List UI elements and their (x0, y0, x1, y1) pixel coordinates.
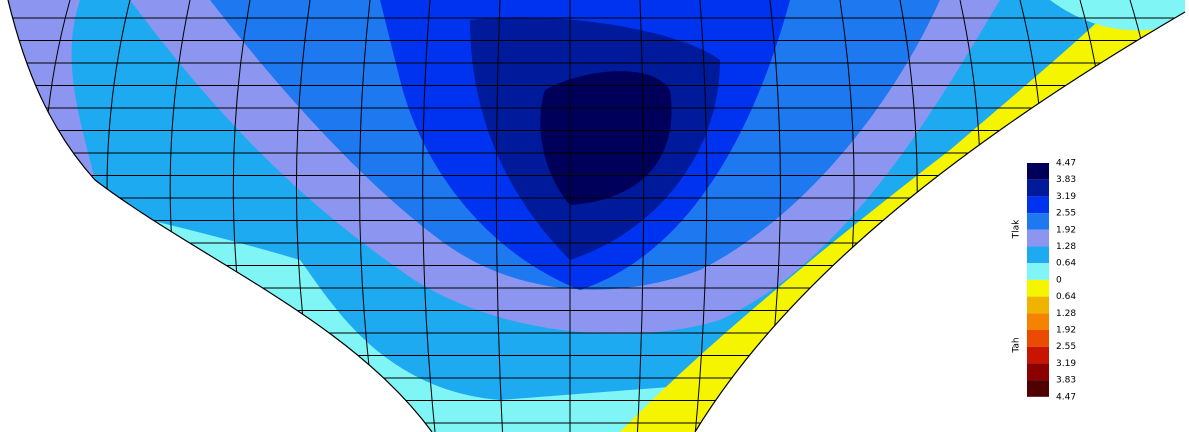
legend: Tlak Tah 4.47 3.83 3.19 2.55 1.92 1.28 0.64 0 0.… (1012, 159, 1077, 403)
mesh-column (422, 0, 436, 432)
legend-swatch (1027, 196, 1049, 214)
legend-swatch (1027, 363, 1049, 381)
legend-lower-label: Tah (1012, 337, 1022, 353)
legend-label: 1.92 (1056, 326, 1076, 336)
legend-label: 1.92 (1056, 225, 1076, 235)
legend-label: 3.83 (1056, 376, 1076, 386)
dam-outline (7, 0, 1186, 432)
legend-swatch (1027, 263, 1049, 280)
legend-label: 3.19 (1056, 359, 1076, 369)
legend-label: 0.64 (1056, 259, 1076, 269)
legend-swatch (1027, 346, 1049, 364)
legend-label: 3.19 (1056, 192, 1076, 202)
legend-swatch (1027, 229, 1049, 247)
legend-label: 2.55 (1056, 209, 1076, 219)
legend-swatch (1027, 279, 1049, 297)
mesh-column (694, 0, 708, 432)
legend-swatch (1027, 313, 1049, 330)
legend-upper-label: Tlak (1012, 219, 1022, 240)
legend-swatch (1027, 330, 1049, 347)
mesh-column (636, 0, 645, 432)
legend-label: 4.47 (1056, 159, 1076, 169)
legend-swatch (1027, 213, 1049, 230)
legend-label: 0 (1056, 275, 1062, 285)
legend-swatch (1027, 163, 1049, 180)
legend-swatch (1027, 179, 1049, 197)
legend-swatch (1027, 296, 1049, 314)
legend-label: 2.55 (1056, 342, 1076, 352)
legend-label: 4.47 (1056, 392, 1076, 402)
legend-swatch (1027, 246, 1049, 264)
legend-label: 1.28 (1056, 309, 1076, 319)
mesh-column (495, 0, 504, 432)
legend-label: 1.28 (1056, 242, 1076, 252)
legend-label: 0.64 (1056, 292, 1076, 302)
legend-swatch (1027, 380, 1049, 397)
legend-label: 3.83 (1056, 175, 1076, 185)
mesh-column (1109, 0, 1160, 432)
